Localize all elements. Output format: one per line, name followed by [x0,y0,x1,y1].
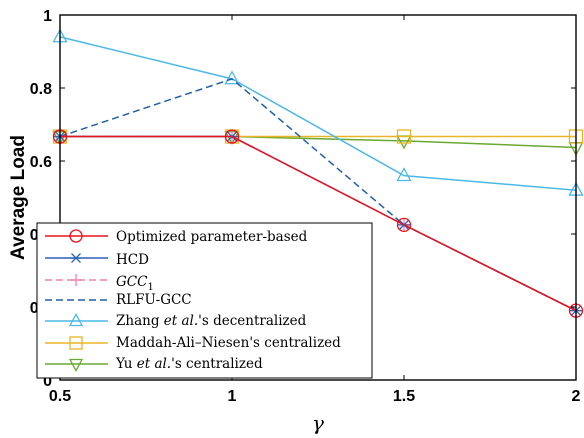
legend-label-maddah-ali: Maddah-Ali–Niesen's centralized [116,335,341,351]
data-point [396,217,412,233]
series-layer [52,28,584,318]
legend-label-zhang-em: et al. [164,313,198,329]
legend-box [36,222,373,379]
legend-marker-6 [68,358,84,372]
legend-marker-5 [69,336,83,350]
legend-label-optimized: Optimized parameter-based [116,229,308,245]
x-tick-label: 0.5 [49,388,71,405]
legend-label-yu-em: et al. [137,356,171,372]
y-axis-title: Average Load [8,135,29,260]
series-3 [59,78,577,312]
legend-label-yu-pre: Yu [115,356,137,372]
legend: Optimized parameter-based HCD GCC1 RLFU-… [36,222,373,379]
series-line [59,36,577,191]
x-axis-title: γ [312,411,324,435]
legend-label-zhang-post: 's decentralized [198,313,306,329]
x-tick-label: 1.5 [393,388,415,405]
legend-label-yu: Yu et al.'s centralized [115,356,263,372]
series-line [60,135,577,312]
plot-frame [59,14,577,381]
data-point [224,70,240,85]
legend-marker-4 [68,313,84,327]
legend-label-zhang: Zhang et al.'s decentralized [116,313,307,329]
series-line [59,78,577,312]
legend-marker-1 [70,253,82,263]
legend-marker-2 [70,274,82,286]
data-point [396,167,412,182]
legend-label-hcd: HCD [116,252,149,268]
legend-label-gcc1: GCC1 [116,274,154,293]
legend-symbols [45,229,108,372]
y-tick-label: 0 [43,373,52,390]
legend-label-gcc1-base: GCC [116,274,148,290]
legend-label-zhang-pre: Zhang [116,313,164,329]
x-tick-label: 2 [572,388,581,405]
legend-label-yu-post: 's centralized [171,356,263,372]
y-tick-label: 0.6 [30,154,52,171]
y-tick-label: 1 [43,8,52,25]
legend-marker-0 [69,229,83,243]
x-tick-label: 1 [228,388,237,405]
legend-label-rlfu-gcc: RLFU-GCC [116,292,192,308]
y-tick-label: 0.8 [30,81,52,98]
data-point [396,129,412,144]
legend-label-gcc1-sub: 1 [147,282,153,293]
data-point [224,129,240,144]
